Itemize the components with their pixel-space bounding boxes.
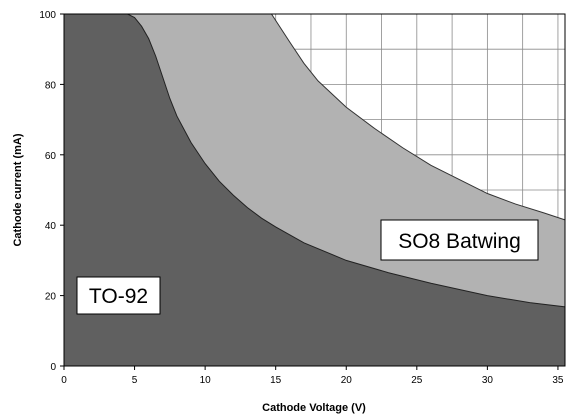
x-tick-label: 15 bbox=[270, 375, 282, 386]
x-tick-label: 35 bbox=[552, 375, 564, 386]
plot-frame bbox=[63, 13, 566, 367]
y-tick-label: 60 bbox=[45, 151, 57, 162]
y-tick-label: 20 bbox=[45, 292, 57, 303]
y-tick-label: 40 bbox=[45, 221, 57, 232]
x-tick-label: 0 bbox=[61, 375, 67, 386]
annotation-label-so8: SO8 Batwing bbox=[398, 230, 521, 253]
x-tick-label: 5 bbox=[132, 375, 138, 386]
y-tick-label: 100 bbox=[39, 10, 56, 21]
x-axis-title: Cathode Voltage (V) bbox=[262, 402, 366, 414]
x-tick-label: 10 bbox=[200, 375, 212, 386]
x-tick-label: 25 bbox=[411, 375, 423, 386]
annotation-box-so8 bbox=[380, 219, 539, 261]
to92-area bbox=[63, 13, 566, 367]
annotation-to92: TO-92 bbox=[76, 276, 161, 315]
y-tick-label: 0 bbox=[50, 362, 56, 373]
y-tick-label: 80 bbox=[45, 80, 57, 91]
y-axis-title: Cathode current (mA) bbox=[12, 133, 24, 246]
annotation-label-to92: TO-92 bbox=[89, 285, 148, 308]
axes: 0 5 10 15 20 25 30 35 0 20 40 60 80 100 bbox=[39, 10, 564, 386]
annotation-box-to92 bbox=[76, 276, 161, 315]
x-tick-label: 20 bbox=[341, 375, 353, 386]
x-tick-label: 30 bbox=[482, 375, 494, 386]
annotation-so8: SO8 Batwing bbox=[380, 219, 539, 261]
